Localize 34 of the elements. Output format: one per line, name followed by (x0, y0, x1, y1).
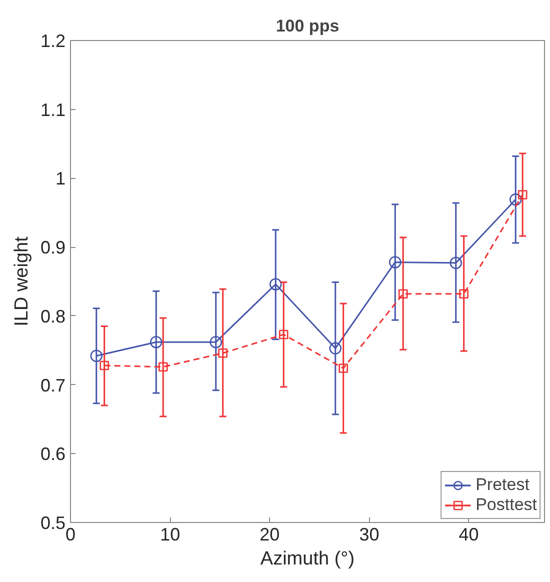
x-tick-label: 0 (65, 524, 76, 544)
x-axis-title: Azimuth (°) (260, 548, 355, 570)
point (100, 360, 110, 370)
point (210, 336, 222, 348)
y-tick-label: 1.1 (40, 100, 66, 120)
x-tick-label: 30 (359, 524, 380, 544)
point (509, 193, 522, 206)
legend-label: Pretest (476, 475, 530, 495)
y-tick-label: 1.2 (40, 31, 66, 51)
point (158, 362, 168, 372)
point (218, 348, 228, 358)
point (459, 289, 468, 299)
point (150, 336, 162, 348)
point (278, 330, 288, 340)
x-tick-label: 40 (458, 524, 479, 544)
point (90, 350, 103, 362)
y-tick-label: 1 (55, 168, 66, 189)
y-tick-label: 0.6 (40, 444, 66, 464)
x-tick-label: 20 (260, 524, 280, 544)
chart-title: 100 pps (276, 16, 340, 36)
x-tick-label: 10 (160, 524, 180, 544)
point (450, 256, 462, 270)
y-tick-label: 0.5 (40, 513, 66, 533)
y-tick-label: 0.7 (40, 375, 66, 396)
y-axis-title: ILD weight (11, 236, 32, 326)
y-tick-label: 0.8 (40, 306, 66, 326)
point (269, 278, 282, 290)
point (338, 364, 348, 373)
point (329, 342, 342, 354)
point (388, 256, 402, 268)
legend-label: Posttest (476, 495, 537, 515)
y-tick-label: 0.9 (40, 238, 66, 258)
point (398, 289, 408, 299)
point (518, 190, 528, 200)
